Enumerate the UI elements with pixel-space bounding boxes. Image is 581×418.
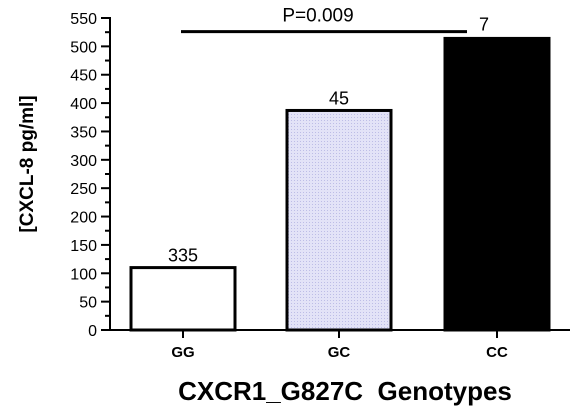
y-tick-label: 200 [70,210,97,227]
data-labels: 335 45 7 [168,14,489,265]
x-axis-ticks: GG GC CC [171,330,508,361]
y-tick-label: 500 [70,39,97,56]
y-axis-ticks: 0 50 100 150 200 250 300 350 400 450 500 550 [70,11,110,340]
y-tick-label: 300 [70,153,97,170]
x-tick-label-cc: CC [486,344,508,361]
y-axis-title: [CXCL-8 pg/ml] [17,95,38,232]
data-label-cc: 7 [479,14,489,34]
bar-gc [285,108,393,332]
bar-gg [129,266,237,332]
bars [129,36,551,332]
x-axis-title: CXCR1_G827C Genotypes [178,376,512,406]
y-tick-label: 350 [70,124,97,141]
y-tick-label: 50 [79,295,97,312]
bar-cc [443,36,551,332]
significance-label: P=0.009 [282,6,353,27]
x-tick-label-gg: GG [171,344,194,361]
y-tick-label: 150 [70,238,97,255]
y-tick-label: 550 [70,11,97,28]
y-tick-label: 0 [88,323,97,340]
data-label-gc: 45 [329,88,349,108]
y-tick-label: 450 [70,68,97,85]
y-tick-label: 250 [70,181,97,198]
data-label-gg: 335 [168,246,198,266]
y-tick-label: 400 [70,96,97,113]
y-tick-label: 100 [70,266,97,283]
x-tick-label-gc: GC [328,344,351,361]
